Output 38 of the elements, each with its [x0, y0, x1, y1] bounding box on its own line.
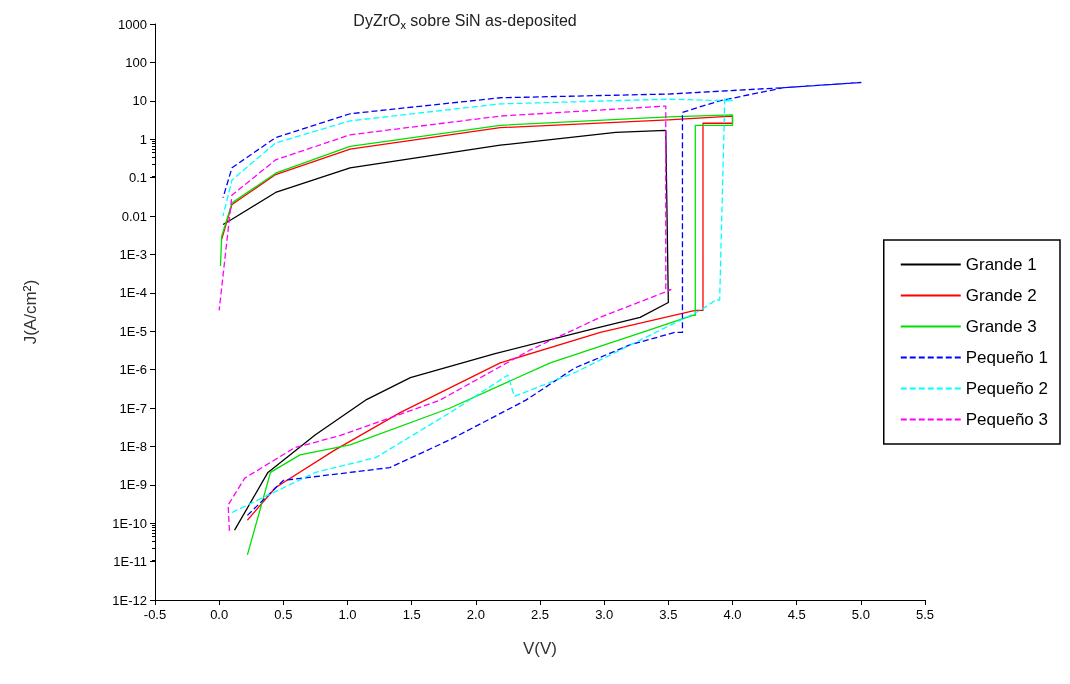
y-tick-label: 1E-5	[119, 323, 147, 339]
legend-label: Grande 2	[965, 286, 1037, 305]
line-series	[222, 81, 862, 517]
y-tick-label: 1000	[118, 16, 147, 32]
y-tick-label: 1E-12	[112, 592, 147, 608]
legend-label: Grande 3	[965, 317, 1037, 336]
legend-label: Pequeño 3	[965, 410, 1049, 429]
y-tick-label: 100	[125, 54, 147, 70]
y-axis-title: J(A/cm2)	[20, 279, 40, 345]
x-tick-label: 4.5	[787, 607, 806, 622]
legend-label: Pequeño 2	[965, 379, 1049, 398]
x-tick-label: -0.5	[143, 607, 167, 622]
x-axis-title: V(V)	[523, 639, 557, 658]
y-tick-label: 1	[139, 131, 147, 147]
y-tick-label: 1E-9	[119, 477, 147, 493]
y-tick-label: 1E-3	[119, 246, 147, 262]
x-tick-label: 5.0	[851, 607, 870, 622]
y-tick-label: 10	[132, 93, 147, 109]
x-tick-label: 3.0	[595, 607, 614, 622]
legend-label: Pequeño 1	[965, 348, 1049, 367]
x-tick-label: 0.5	[274, 607, 293, 622]
legend-label: Grande 1	[965, 255, 1037, 274]
y-tick-label: 1E-4	[119, 285, 147, 301]
x-tick-label: 0.0	[210, 607, 229, 622]
y-tick-label: 1E-6	[119, 362, 147, 378]
y-tick-label: 1E-7	[119, 400, 147, 416]
y-tick-label: 1E-8	[119, 438, 147, 454]
x-tick-label: 5.5	[915, 607, 935, 622]
y-tick-label: 1E-10	[112, 515, 147, 531]
x-tick-label: 1.0	[338, 607, 357, 622]
x-tick-label: 3.5	[659, 607, 678, 622]
y-tick-label: 0.1	[128, 170, 147, 186]
x-tick-label: 2.5	[530, 607, 550, 622]
y-tick-label: 0.01	[121, 208, 147, 224]
x-tick-label: 2.0	[466, 607, 485, 622]
x-tick-label: 4.0	[723, 607, 742, 622]
x-tick-label: 1.5	[402, 607, 421, 622]
y-tick-label: 1E-11	[113, 554, 147, 570]
